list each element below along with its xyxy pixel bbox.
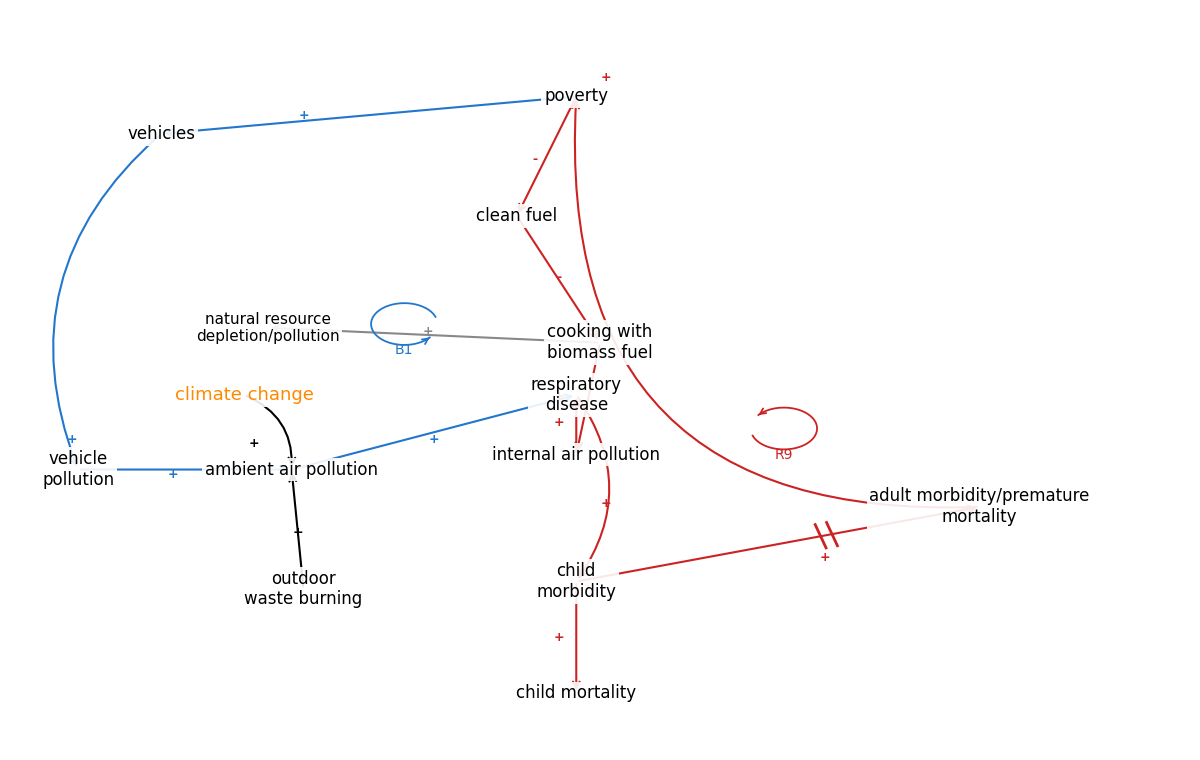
- Text: -: -: [533, 154, 538, 166]
- FancyArrowPatch shape: [294, 394, 571, 469]
- Text: child mortality: child mortality: [516, 684, 636, 702]
- Text: +: +: [422, 325, 433, 338]
- FancyArrowPatch shape: [572, 400, 580, 452]
- Text: vehicle
pollution: vehicle pollution: [42, 450, 114, 489]
- FancyArrowPatch shape: [289, 474, 304, 586]
- Text: clean fuel: clean fuel: [476, 207, 558, 225]
- FancyArrowPatch shape: [53, 135, 160, 465]
- Text: +: +: [428, 433, 439, 446]
- Text: adult morbidity/premature
mortality: adult morbidity/premature mortality: [869, 487, 1090, 526]
- FancyArrowPatch shape: [572, 584, 580, 689]
- Text: +: +: [248, 437, 259, 450]
- FancyArrowPatch shape: [80, 466, 287, 473]
- Text: poverty: poverty: [545, 87, 608, 106]
- FancyArrowPatch shape: [520, 99, 575, 211]
- FancyArrowPatch shape: [572, 102, 977, 508]
- Text: +: +: [601, 71, 611, 84]
- Text: +: +: [67, 433, 78, 446]
- Text: natural resource
depletion/pollution: natural resource depletion/pollution: [196, 312, 340, 344]
- FancyArrowPatch shape: [578, 397, 610, 578]
- FancyArrowPatch shape: [580, 505, 974, 581]
- Text: R9: R9: [774, 448, 793, 461]
- Text: +: +: [293, 527, 302, 540]
- FancyArrowPatch shape: [518, 218, 598, 338]
- Text: -: -: [556, 271, 562, 283]
- Text: ambient air pollution: ambient air pollution: [205, 461, 378, 479]
- Text: outdoor
waste burning: outdoor waste burning: [245, 569, 362, 608]
- Text: child
morbidity: child morbidity: [536, 562, 617, 601]
- Text: +: +: [601, 496, 611, 510]
- FancyArrowPatch shape: [247, 396, 295, 464]
- Text: +: +: [298, 109, 308, 122]
- Text: +: +: [553, 390, 564, 403]
- Text: respiratory
disease: respiratory disease: [530, 375, 622, 414]
- FancyArrowPatch shape: [272, 325, 598, 343]
- Text: +: +: [168, 468, 179, 481]
- Text: cooking with
biomass fuel: cooking with biomass fuel: [547, 323, 653, 362]
- Text: vehicles: vehicles: [127, 125, 196, 143]
- FancyArrowPatch shape: [167, 97, 574, 136]
- Text: climate change: climate change: [175, 386, 313, 404]
- Text: internal air pollution: internal air pollution: [492, 445, 660, 464]
- Text: +: +: [553, 416, 564, 429]
- Text: B1: B1: [395, 344, 414, 357]
- FancyArrowPatch shape: [576, 345, 600, 450]
- Text: +: +: [820, 551, 830, 564]
- Text: +: +: [553, 631, 564, 644]
